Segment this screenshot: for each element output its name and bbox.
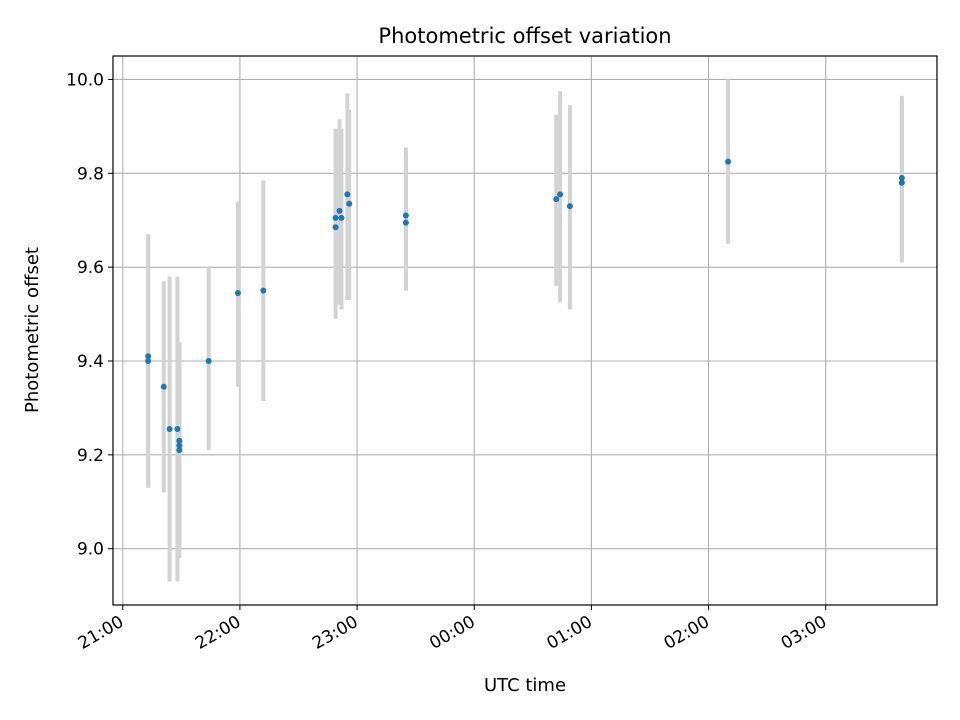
y-tick-label: 9.8 (77, 164, 104, 184)
data-point (402, 219, 409, 226)
y-axis: 9.0 9.2 9.4 9.6 9.8 10.0 (66, 70, 113, 560)
data-point (344, 191, 351, 198)
data-point (553, 196, 560, 203)
data-point (160, 383, 167, 390)
data-point (566, 203, 573, 210)
x-axis-title: UTC time (484, 675, 566, 696)
y-tick-label: 9.4 (77, 352, 104, 372)
data-point (332, 214, 339, 221)
data-point (166, 426, 173, 433)
data-point (176, 447, 183, 454)
data-point (336, 207, 343, 214)
data-point (557, 191, 564, 198)
data-point (402, 212, 409, 219)
data-point (174, 426, 181, 433)
data-point (205, 358, 212, 364)
data-point (176, 442, 183, 449)
y-tick-label: 9.0 (77, 540, 104, 560)
data-point (176, 437, 183, 444)
data-point (898, 175, 905, 181)
data-point (346, 200, 353, 207)
data-point (725, 158, 732, 165)
plot-frame (112, 55, 938, 606)
data-points (145, 158, 905, 454)
y-tick-label: 9.2 (77, 446, 104, 466)
data-point (898, 179, 905, 186)
data-point (260, 287, 267, 294)
data-point (332, 224, 339, 231)
chart-title: Photometric offset variation (378, 24, 671, 48)
data-point (145, 353, 152, 360)
y-axis-title: Photometric offset (22, 247, 43, 413)
y-tick-label: 10.0 (66, 70, 104, 90)
grid (113, 56, 937, 605)
data-point (338, 214, 345, 221)
data-point (145, 358, 152, 364)
y-tick-label: 9.6 (77, 258, 104, 278)
data-point (234, 289, 241, 296)
